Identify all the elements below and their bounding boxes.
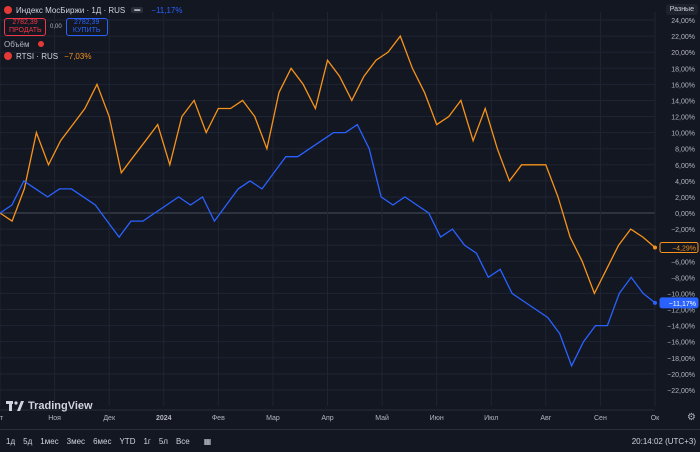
x-tick-label: Апр (321, 415, 333, 422)
y-tick-label: 12,00% (671, 115, 695, 122)
y-tick-label: −8,00% (671, 275, 695, 282)
gear-icon[interactable]: ⚙ (687, 412, 696, 423)
sell-button[interactable]: 2782,39 ПРОДАТЬ (4, 18, 46, 36)
spread-value: 0,00 (50, 24, 62, 30)
tradingview-logo-text: TradingView (28, 400, 93, 412)
last-value-point (653, 300, 657, 305)
y-tick-label: −22,00% (667, 388, 695, 395)
legend: Индекс МосБиржи · 1Д · RUS ▬ −11,17% 278… (4, 4, 182, 62)
x-tick-label: кт (0, 415, 4, 422)
tradingview-logo-icon (6, 401, 24, 411)
x-tick-label: Мар (266, 415, 280, 422)
rtsi-logo-icon (4, 52, 12, 60)
y-tick-label: −16,00% (667, 340, 695, 347)
range-5d[interactable]: 5д (23, 436, 33, 446)
buy-label: КУПИТЬ (72, 27, 101, 34)
calendar-icon[interactable]: ▦ (203, 436, 212, 446)
y-tick-label: −2,00% (671, 227, 695, 234)
main-series-legend[interactable]: Индекс МосБиржи · 1Д · RUS ▬ −11,17% (4, 4, 182, 16)
alert-icon (37, 41, 44, 47)
sell-price: 2782,39 (12, 19, 38, 26)
trade-buttons: 2782,39 ПРОДАТЬ 0,00 2782,39 КУПИТЬ (4, 18, 182, 36)
y-tick-label: 18,00% (671, 66, 695, 73)
range-3m[interactable]: 3мес (66, 436, 86, 446)
x-tick-label: Авг (540, 415, 551, 422)
moex-logo-icon (4, 6, 12, 14)
y-tick-label: −6,00% (671, 259, 695, 266)
y-tick-label: −12,00% (667, 308, 695, 315)
y-tick-label: 0,00% (675, 211, 695, 218)
range-1d[interactable]: 1д (6, 436, 16, 446)
last-value-point (653, 245, 657, 250)
range-1m[interactable]: 1мес (40, 436, 59, 446)
y-tick-label: 4,00% (675, 179, 695, 186)
y-tick-label: 16,00% (671, 82, 695, 89)
y-tick-label: 24,00% (671, 18, 695, 25)
y-tick-label: 14,00% (671, 98, 695, 105)
last-value-label: −11,17% (669, 301, 696, 308)
range-ytd[interactable]: YTD (119, 436, 136, 446)
x-tick-label: Июн (430, 415, 444, 422)
main-series-change: −11,17% (151, 5, 183, 15)
y-tick-label: 10,00% (671, 131, 695, 138)
clock[interactable]: 20:14:02 (UTC+3) (631, 436, 696, 446)
y-tick-label: 22,00% (671, 34, 695, 41)
range-5y[interactable]: 5л (158, 436, 168, 446)
last-value-badge (659, 242, 699, 254)
compare-series-legend[interactable]: RTSI · RUS −7,03% (4, 50, 182, 62)
volume-legend[interactable]: Объём (4, 38, 182, 50)
series-line-rtsi (0, 34, 656, 296)
range-all[interactable]: Все (175, 436, 190, 446)
x-tick-label: Ок (651, 415, 660, 422)
x-tick-label: Дек (103, 415, 116, 422)
y-tick-label: −14,00% (667, 324, 695, 331)
last-value-badge (659, 297, 699, 309)
y-tick-label: 2,00% (675, 195, 695, 202)
x-tick-label: Фев (212, 415, 225, 422)
y-tick-label: −18,00% (667, 356, 695, 363)
tradingview-logo[interactable]: TradingView (6, 400, 93, 412)
y-tick-label: 8,00% (675, 147, 695, 154)
compare-series-title: RTSI · RUS (16, 51, 59, 61)
sell-label: ПРОДАТЬ (9, 27, 42, 34)
buy-button[interactable]: 2782,39 КУПИТЬ (65, 18, 108, 36)
main-series-title: Индекс МосБиржи · 1Д · RUS (16, 5, 126, 15)
x-tick-label: Ноя (48, 415, 61, 422)
compare-series-change: −7,03% (64, 51, 92, 61)
scale-mode-button[interactable]: Разные (665, 4, 698, 15)
series-line-imoex (0, 123, 656, 368)
x-tick-label: Сен (594, 415, 607, 422)
bottom-toolbar: 1д 5д 1мес 3мес 6мес YTD 1г 5л Все ▦ 20:… (0, 429, 700, 452)
last-value-label: −4,29% (672, 246, 696, 253)
y-tick-label: 20,00% (671, 50, 695, 57)
y-tick-label: −10,00% (667, 291, 695, 298)
buy-price: 2782,39 (74, 19, 100, 26)
x-tick-label: Май (375, 414, 389, 422)
range-1y[interactable]: 1г (143, 436, 151, 446)
collapse-icon[interactable]: ▬ (131, 7, 144, 13)
range-6m[interactable]: 6мес (93, 436, 112, 446)
x-tick-label: Июл (484, 415, 498, 422)
volume-label: Объём (4, 39, 30, 49)
y-tick-label: −20,00% (667, 372, 695, 379)
x-tick-label: 2024 (156, 415, 172, 422)
y-tick-label: 6,00% (675, 163, 695, 170)
